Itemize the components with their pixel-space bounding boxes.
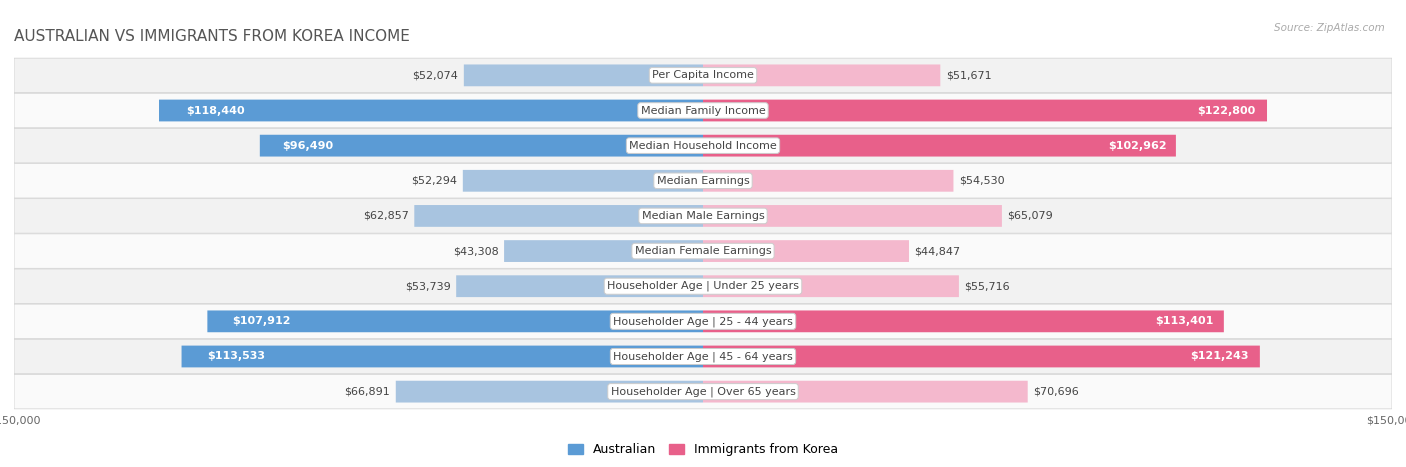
FancyBboxPatch shape [703,240,910,262]
Text: Source: ZipAtlas.com: Source: ZipAtlas.com [1274,23,1385,33]
FancyBboxPatch shape [14,269,1392,304]
FancyBboxPatch shape [207,311,703,332]
Text: Median Family Income: Median Family Income [641,106,765,115]
Text: $107,912: $107,912 [232,316,291,326]
Text: AUSTRALIAN VS IMMIGRANTS FROM KOREA INCOME: AUSTRALIAN VS IMMIGRANTS FROM KOREA INCO… [14,29,411,44]
FancyBboxPatch shape [159,99,703,121]
Text: Median Household Income: Median Household Income [628,141,778,151]
Text: $44,847: $44,847 [914,246,960,256]
Text: $53,739: $53,739 [405,281,451,291]
FancyBboxPatch shape [260,135,703,156]
Text: Householder Age | 25 - 44 years: Householder Age | 25 - 44 years [613,316,793,326]
Text: $113,401: $113,401 [1156,316,1213,326]
Legend: Australian, Immigrants from Korea: Australian, Immigrants from Korea [562,439,844,461]
Text: $122,800: $122,800 [1198,106,1256,115]
FancyBboxPatch shape [703,311,1223,332]
Text: $55,716: $55,716 [965,281,1010,291]
Text: Householder Age | 45 - 64 years: Householder Age | 45 - 64 years [613,351,793,362]
FancyBboxPatch shape [703,135,1175,156]
Text: Median Earnings: Median Earnings [657,176,749,186]
FancyBboxPatch shape [703,170,953,191]
Text: $66,891: $66,891 [344,387,391,396]
Text: $102,962: $102,962 [1108,141,1167,151]
FancyBboxPatch shape [14,128,1392,163]
Text: Median Male Earnings: Median Male Earnings [641,211,765,221]
Text: $121,243: $121,243 [1191,352,1249,361]
FancyBboxPatch shape [456,276,703,297]
FancyBboxPatch shape [464,64,703,86]
FancyBboxPatch shape [463,170,703,191]
Text: Per Capita Income: Per Capita Income [652,71,754,80]
Text: Householder Age | Over 65 years: Householder Age | Over 65 years [610,386,796,397]
FancyBboxPatch shape [703,381,1028,403]
Text: $118,440: $118,440 [186,106,245,115]
Text: $62,857: $62,857 [363,211,409,221]
FancyBboxPatch shape [14,163,1392,198]
Text: $96,490: $96,490 [283,141,333,151]
FancyBboxPatch shape [14,375,1392,409]
FancyBboxPatch shape [703,276,959,297]
FancyBboxPatch shape [14,93,1392,128]
Text: $43,308: $43,308 [453,246,499,256]
Text: $65,079: $65,079 [1008,211,1053,221]
FancyBboxPatch shape [703,346,1260,368]
FancyBboxPatch shape [415,205,703,227]
FancyBboxPatch shape [14,58,1392,92]
Text: $113,533: $113,533 [208,352,266,361]
Text: $70,696: $70,696 [1033,387,1078,396]
Text: $54,530: $54,530 [959,176,1005,186]
Text: $52,074: $52,074 [412,71,458,80]
FancyBboxPatch shape [703,64,941,86]
FancyBboxPatch shape [181,346,703,368]
Text: $52,294: $52,294 [412,176,457,186]
Text: Median Female Earnings: Median Female Earnings [634,246,772,256]
FancyBboxPatch shape [14,234,1392,268]
FancyBboxPatch shape [395,381,703,403]
FancyBboxPatch shape [14,304,1392,339]
Text: $51,671: $51,671 [946,71,991,80]
FancyBboxPatch shape [703,205,1002,227]
FancyBboxPatch shape [14,199,1392,233]
Text: Householder Age | Under 25 years: Householder Age | Under 25 years [607,281,799,291]
FancyBboxPatch shape [14,339,1392,374]
FancyBboxPatch shape [703,99,1267,121]
FancyBboxPatch shape [505,240,703,262]
